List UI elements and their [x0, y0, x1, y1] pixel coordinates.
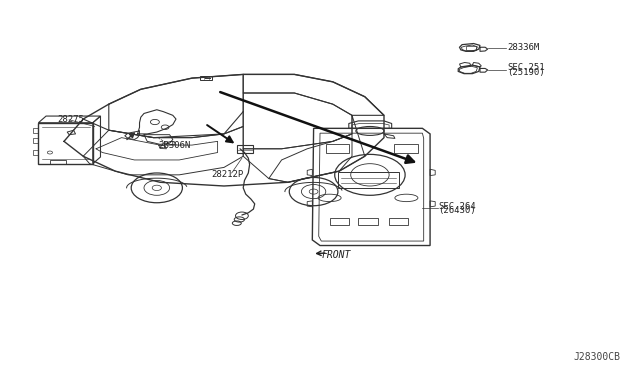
Text: 28336M: 28336M — [508, 43, 540, 52]
Bar — [466, 46, 476, 50]
Bar — [330, 218, 349, 225]
Text: 28275: 28275 — [58, 115, 84, 124]
Bar — [358, 218, 378, 225]
Bar — [33, 150, 38, 155]
Text: 28212P: 28212P — [211, 170, 243, 179]
Text: FRONT: FRONT — [321, 250, 351, 260]
Text: SEC.264: SEC.264 — [438, 202, 476, 211]
Bar — [237, 145, 253, 153]
Bar — [394, 144, 418, 153]
Bar — [200, 76, 212, 80]
Bar — [389, 218, 408, 225]
Text: J28300CB: J28300CB — [574, 352, 621, 362]
Text: (25190): (25190) — [508, 68, 545, 77]
Text: (26430): (26430) — [438, 206, 476, 215]
Bar — [338, 172, 399, 188]
Text: SEC.251: SEC.251 — [508, 63, 545, 72]
Bar — [38, 123, 93, 164]
Bar — [33, 128, 38, 133]
Bar — [326, 144, 349, 153]
Text: 2B306N: 2B306N — [159, 141, 191, 150]
Bar — [50, 160, 66, 164]
Bar — [33, 138, 38, 143]
